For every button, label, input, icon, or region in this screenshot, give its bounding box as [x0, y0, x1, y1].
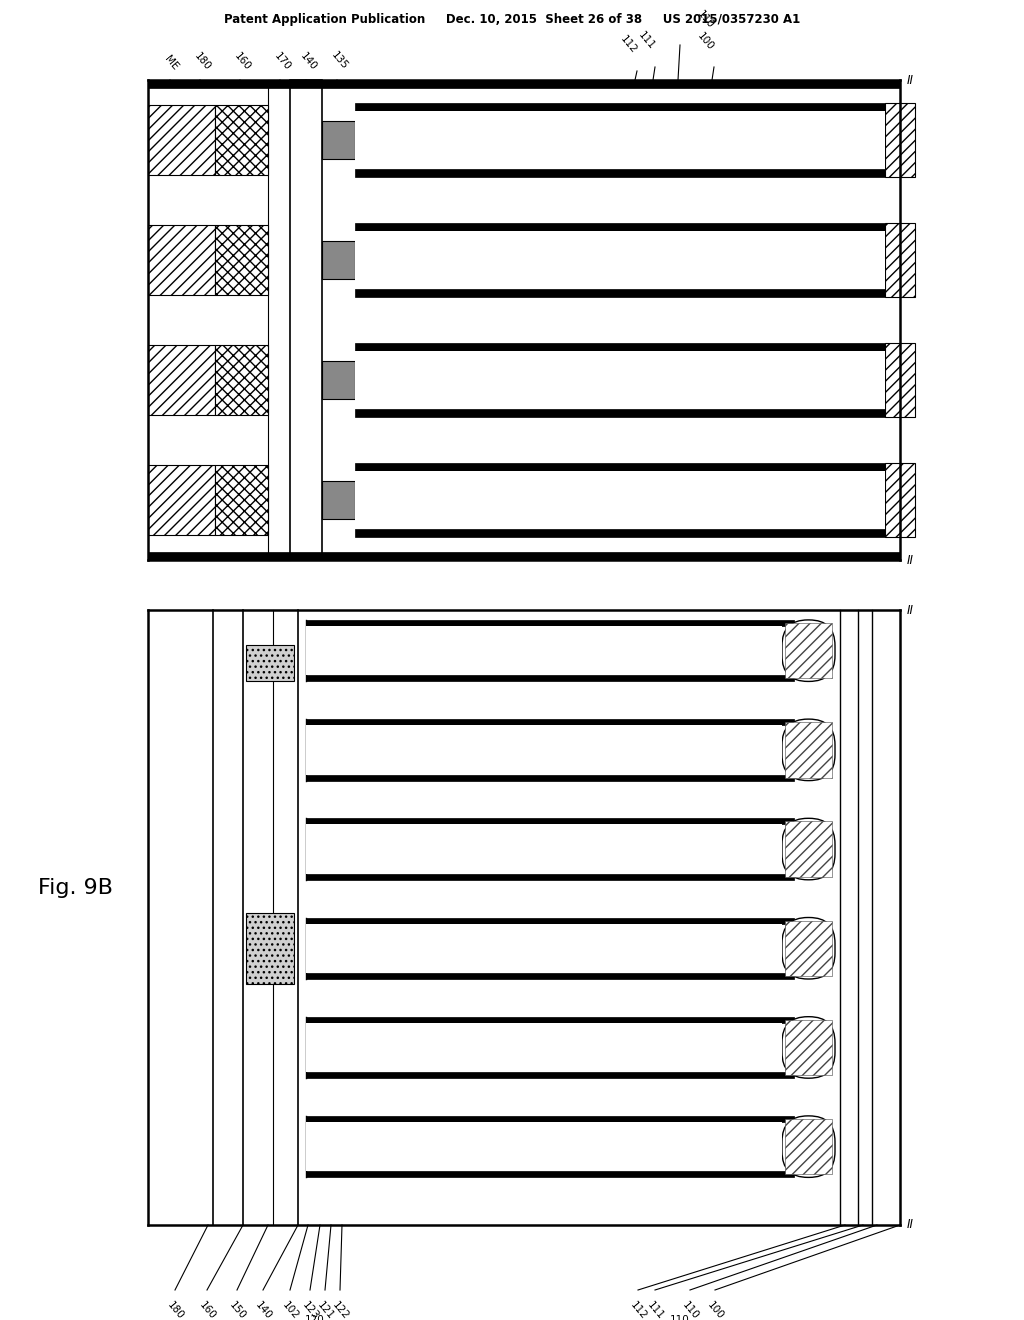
Bar: [306, 620, 794, 626]
Bar: [268, 81, 290, 560]
Text: ME: ME: [162, 54, 179, 73]
Text: 110: 110: [695, 8, 715, 30]
Text: 135: 135: [329, 50, 349, 73]
Bar: [355, 103, 885, 111]
Bar: [322, 240, 355, 279]
Bar: [215, 226, 268, 294]
Bar: [246, 644, 294, 681]
Bar: [322, 360, 355, 399]
Text: 121: 121: [314, 1300, 335, 1320]
Bar: [785, 821, 831, 876]
Bar: [355, 463, 885, 471]
Text: 140: 140: [253, 1300, 273, 1320]
Bar: [306, 725, 782, 775]
Text: 120: 120: [305, 1315, 325, 1320]
Bar: [355, 409, 885, 417]
Bar: [306, 1171, 794, 1177]
FancyBboxPatch shape: [782, 620, 835, 681]
Bar: [306, 775, 794, 780]
Bar: [355, 471, 885, 529]
Bar: [306, 917, 794, 924]
Bar: [785, 722, 831, 777]
Bar: [246, 913, 294, 983]
Bar: [148, 465, 215, 535]
FancyBboxPatch shape: [782, 818, 835, 880]
Text: 112: 112: [628, 1300, 648, 1320]
Text: II: II: [907, 553, 914, 566]
Bar: [306, 1115, 794, 1122]
Text: 112: 112: [617, 34, 638, 55]
Bar: [306, 818, 794, 824]
Text: 110: 110: [670, 1315, 690, 1320]
Text: 140: 140: [298, 50, 318, 73]
Text: 100: 100: [695, 30, 715, 51]
Bar: [306, 824, 782, 874]
Bar: [785, 1119, 831, 1175]
Bar: [306, 874, 794, 880]
FancyBboxPatch shape: [782, 1016, 835, 1078]
Bar: [306, 1016, 794, 1023]
Bar: [306, 1122, 782, 1171]
Bar: [306, 719, 794, 725]
Bar: [785, 623, 831, 678]
Text: II: II: [907, 1218, 914, 1232]
Text: 110: 110: [680, 1300, 700, 1320]
Bar: [148, 552, 900, 560]
FancyBboxPatch shape: [782, 719, 835, 780]
Bar: [322, 121, 355, 160]
Bar: [148, 81, 900, 560]
Bar: [785, 920, 831, 975]
Text: 160: 160: [232, 50, 252, 73]
Text: 160: 160: [197, 1300, 217, 1320]
Text: 100: 100: [705, 1300, 725, 1320]
Bar: [306, 924, 782, 973]
Bar: [885, 463, 915, 537]
Bar: [355, 111, 885, 169]
Bar: [355, 351, 885, 409]
Bar: [885, 223, 915, 297]
Bar: [885, 343, 915, 417]
Bar: [215, 346, 268, 414]
Bar: [148, 346, 215, 414]
Bar: [306, 1023, 782, 1072]
Text: 102: 102: [280, 1300, 300, 1320]
Text: 170: 170: [272, 50, 293, 73]
Bar: [306, 1072, 794, 1078]
Bar: [148, 106, 215, 174]
Text: 150: 150: [227, 1300, 247, 1320]
Bar: [306, 626, 782, 676]
Text: II: II: [907, 74, 914, 87]
Bar: [306, 676, 794, 681]
Bar: [785, 1019, 831, 1076]
Text: 122: 122: [330, 1300, 350, 1320]
Bar: [355, 529, 885, 537]
Bar: [355, 223, 885, 231]
Bar: [885, 103, 915, 177]
FancyBboxPatch shape: [782, 1115, 835, 1177]
Bar: [306, 973, 794, 979]
Text: 180: 180: [165, 1300, 185, 1320]
Text: 111: 111: [636, 30, 656, 51]
Bar: [355, 231, 885, 289]
Bar: [322, 480, 355, 519]
Text: Fig. 9B: Fig. 9B: [38, 878, 113, 898]
Bar: [355, 343, 885, 351]
Bar: [148, 81, 900, 88]
Text: Patent Application Publication     Dec. 10, 2015  Sheet 26 of 38     US 2015/035: Patent Application Publication Dec. 10, …: [224, 13, 800, 26]
Bar: [215, 465, 268, 535]
Text: 111: 111: [645, 1300, 666, 1320]
Bar: [215, 106, 268, 174]
Bar: [355, 169, 885, 177]
Text: 123: 123: [300, 1300, 321, 1320]
Text: II: II: [907, 603, 914, 616]
Bar: [290, 81, 322, 560]
Text: 180: 180: [193, 50, 212, 73]
FancyBboxPatch shape: [782, 917, 835, 979]
Bar: [355, 289, 885, 297]
Bar: [148, 226, 215, 294]
Bar: [148, 610, 900, 1225]
